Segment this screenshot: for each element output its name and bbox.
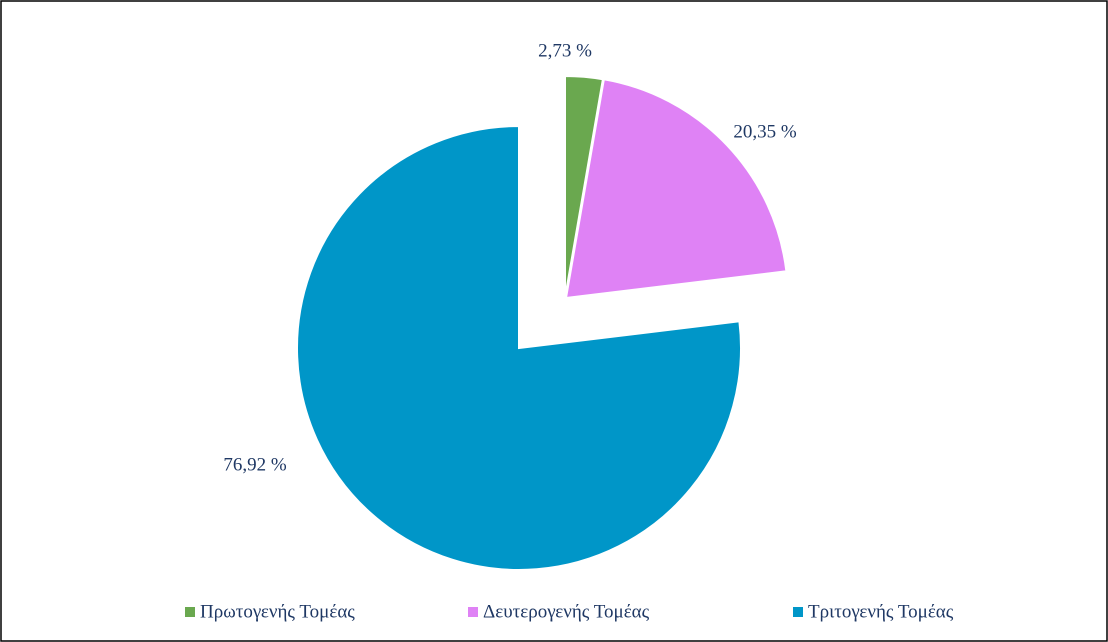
legend-label: Πρωτογενής Τομέας: [200, 601, 355, 622]
pie-slice: [564, 78, 788, 300]
data-label: 76,92 %: [223, 454, 287, 475]
legend-swatch: [468, 607, 478, 617]
pie-slice: [296, 124, 742, 571]
legend-swatch: [793, 607, 803, 617]
legend-label: Τριτογενής Τομέας: [808, 601, 954, 622]
legend-label: Δευτερογενής Τομέας: [483, 601, 650, 622]
data-label: 2,73 %: [538, 40, 592, 61]
data-label: 20,35 %: [733, 121, 797, 142]
legend-swatch: [185, 607, 195, 617]
